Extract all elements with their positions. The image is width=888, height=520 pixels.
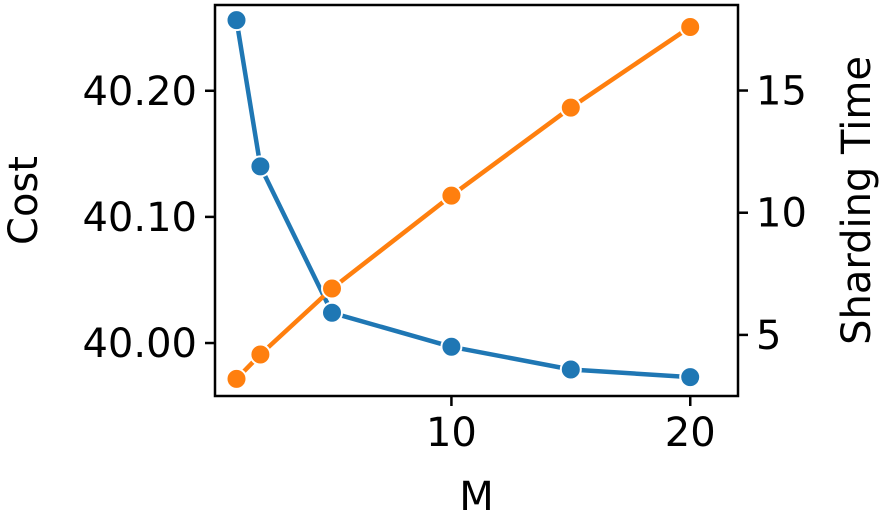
- series-2-point-1: [225, 367, 248, 390]
- series-1-point-6: [679, 366, 702, 389]
- y-left-tick-label-3: 40.20: [82, 69, 197, 115]
- y-left-tick-label-1: 40.00: [82, 321, 197, 367]
- plot-frame: [213, 3, 740, 398]
- series-2-point-5: [559, 96, 582, 119]
- series-1-point-4: [440, 335, 463, 358]
- y-right-tick-label-2: 10: [756, 191, 807, 237]
- series-2-point-3: [321, 277, 343, 300]
- y-right-tick-label-3: 15: [756, 69, 807, 115]
- y-right-axis-label: Sharding Time: [834, 56, 880, 345]
- x-tick-label-1: 10: [426, 410, 477, 456]
- x-tick-label-2: 20: [665, 410, 716, 456]
- series-1-line: [234, 19, 691, 380]
- series-2-line: [234, 25, 692, 381]
- series-1-point-3: [321, 301, 343, 324]
- ticks-layer: 10 20 40.00 40.10 40.20 5 10 15: [82, 69, 806, 456]
- series-2-point-6: [679, 16, 702, 38]
- y-right-tick-label-1: 5: [756, 313, 781, 359]
- series-1: [225, 9, 702, 389]
- y-left-axis-label: Cost: [1, 156, 47, 245]
- series-1-point-1: [225, 9, 248, 32]
- series-1-point-2: [249, 155, 272, 178]
- x-axis-label: M: [459, 474, 494, 520]
- series-2: [225, 16, 702, 390]
- y-left-tick-label-2: 40.10: [82, 195, 197, 241]
- series-2-point-2: [249, 343, 272, 366]
- series-layer: [225, 9, 702, 390]
- series-2-point-4: [440, 184, 463, 207]
- series-1-point-5: [559, 358, 582, 381]
